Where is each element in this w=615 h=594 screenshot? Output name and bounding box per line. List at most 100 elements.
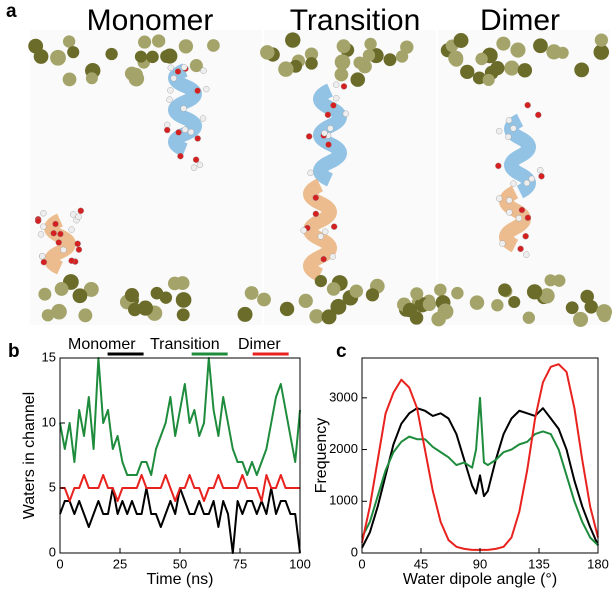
water	[340, 83, 348, 90]
lipid-sphere	[448, 50, 464, 66]
water	[68, 257, 75, 264]
lipid-sphere	[51, 303, 67, 320]
lipid-sphere	[383, 53, 397, 67]
lipid-sphere	[237, 306, 253, 322]
lipid-sphere	[453, 33, 469, 49]
water	[190, 164, 198, 171]
lipid-sphere	[395, 50, 409, 63]
water	[75, 246, 83, 253]
water	[320, 255, 327, 263]
lipid-sphere	[50, 49, 66, 66]
lipid-sphere	[410, 287, 424, 301]
lipid-sphere	[62, 72, 77, 87]
lipid-sphere	[584, 300, 598, 314]
legend-label: Transition	[150, 336, 220, 353]
lipid-sphere	[539, 288, 555, 304]
water	[164, 126, 171, 134]
panel-label: b	[8, 341, 20, 362]
x-axis-label: Time (ns)	[147, 571, 214, 588]
lipid-sphere	[314, 274, 327, 288]
lipid-sphere	[574, 62, 590, 78]
y-tick-label: 0	[351, 544, 358, 559]
lipid-sphere	[207, 39, 220, 52]
lipid-sphere	[309, 309, 324, 324]
lipid-sphere	[517, 63, 533, 78]
lipid-sphere	[451, 286, 464, 300]
lipid-sphere	[334, 54, 351, 70]
lipid-sphere	[189, 59, 203, 73]
y-tick-label: 10	[42, 414, 56, 429]
series-line	[59, 357, 301, 476]
x-tick-label: 50	[173, 556, 187, 571]
lipid-sphere	[330, 298, 347, 315]
water	[330, 102, 337, 109]
lipid-sphere	[321, 309, 337, 325]
lipid-sphere	[175, 292, 192, 308]
helix	[499, 185, 531, 253]
water	[528, 175, 535, 183]
lipid-sphere	[326, 282, 341, 296]
lipid-sphere	[594, 33, 609, 47]
water	[495, 162, 502, 170]
lipid-sphere	[83, 281, 99, 297]
structure-title: Dimer	[480, 4, 560, 37]
panel-label: c	[336, 341, 347, 362]
water	[37, 231, 45, 238]
water	[510, 125, 517, 132]
water	[324, 111, 332, 119]
y-tick-label: 1000	[329, 493, 358, 508]
water	[327, 125, 334, 132]
y-tick-label: 5	[49, 479, 56, 494]
series-line	[361, 396, 599, 546]
lipid-sphere	[128, 70, 145, 87]
helix	[44, 213, 76, 275]
lipid-sphere	[152, 34, 166, 48]
lipid-sphere	[422, 297, 437, 312]
lipid-sphere	[573, 311, 589, 327]
panel-label: a	[6, 1, 17, 22]
lipid-sphere	[475, 52, 488, 66]
water	[325, 141, 332, 148]
structure-renders	[28, 30, 613, 327]
water	[40, 223, 47, 230]
lipid-sphere	[257, 292, 271, 307]
water	[60, 246, 67, 254]
water	[524, 214, 532, 222]
water	[77, 207, 84, 215]
lipid-sphere	[124, 288, 140, 303]
lipid-sphere	[162, 48, 178, 64]
lipid-sphere	[279, 301, 295, 317]
lipid-sphere	[402, 302, 418, 318]
water	[203, 85, 210, 93]
water	[329, 253, 336, 260]
lipid-sphere	[546, 44, 562, 60]
y-axis-label: Waters in channel	[21, 392, 38, 519]
lipid-sphere	[38, 287, 52, 301]
water	[312, 194, 319, 201]
structure-title: Transition	[290, 4, 421, 37]
lipid-sphere	[304, 47, 319, 61]
x-tick-label: 100	[289, 556, 311, 571]
structure-title: Monomer	[87, 4, 214, 37]
helix	[504, 113, 536, 199]
water	[68, 226, 75, 233]
water	[523, 179, 531, 187]
water	[515, 215, 523, 222]
water	[307, 169, 314, 177]
x-tick-label: 0	[358, 556, 365, 571]
lipid-sphere	[472, 71, 486, 85]
water	[181, 64, 188, 71]
lipid-sphere	[490, 61, 505, 76]
water	[180, 105, 187, 112]
water	[496, 195, 503, 202]
helix	[313, 83, 347, 187]
lipid-sphere	[137, 300, 154, 316]
lipid-sphere	[138, 35, 152, 49]
lipid-sphere	[105, 47, 118, 61]
x-tick-label: 45	[414, 556, 428, 571]
lipid-sphere	[159, 291, 173, 304]
water	[510, 180, 517, 187]
lipid-sphere	[460, 64, 475, 79]
helix	[303, 178, 337, 282]
water	[495, 127, 503, 135]
